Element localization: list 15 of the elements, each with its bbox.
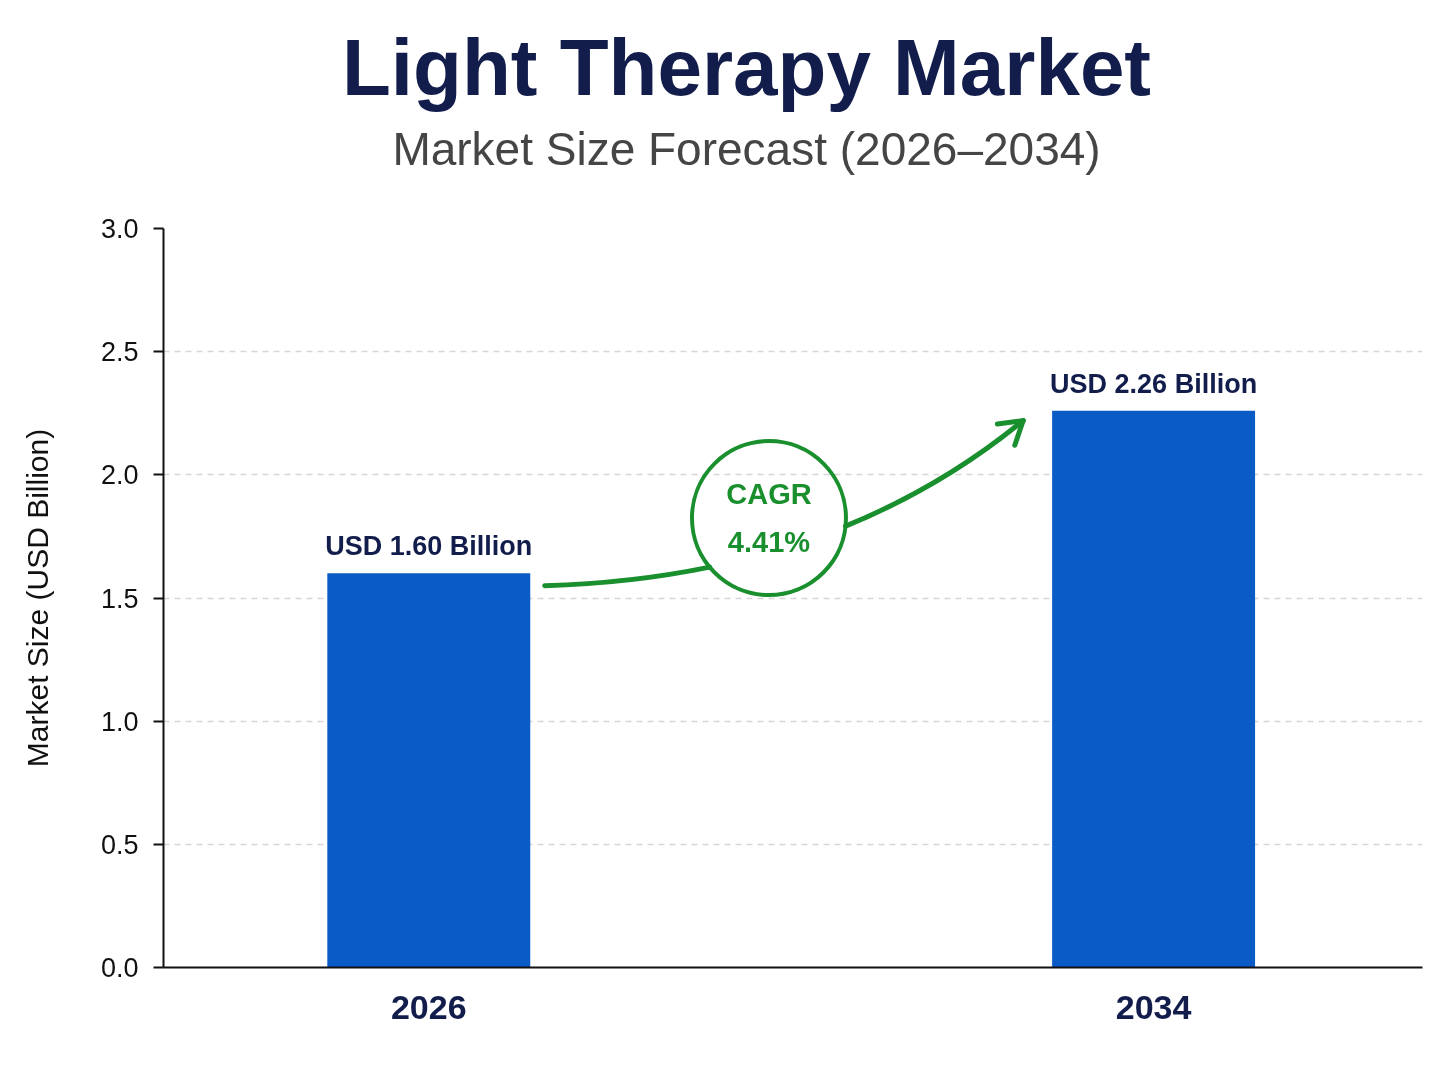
y-tick-label: 2.0: [100, 460, 139, 491]
y-tick-label: 2.5: [100, 337, 139, 368]
y-tick-label: 1.0: [100, 706, 139, 737]
data-label: USD 1.60 Billion: [325, 531, 533, 562]
x-tick-label: 2034: [1115, 987, 1192, 1026]
data-label: USD 2.26 Billion: [1050, 368, 1258, 399]
y-tick-label: 0.0: [100, 953, 139, 983]
y-tick-label: 3.0: [100, 214, 139, 244]
y-tick-label: 1.5: [100, 583, 139, 614]
chart-subtitle: Market Size Forecast (2026–2034): [392, 122, 1101, 175]
annotation: CAGR 4.41%: [726, 478, 812, 559]
y-tick-label: 0.5: [100, 829, 139, 860]
chart-title: Light Therapy Market: [341, 22, 1152, 112]
y-axis-title: Market Size (USD Billion): [20, 428, 54, 768]
x-tick-label: 2026: [390, 987, 467, 1026]
